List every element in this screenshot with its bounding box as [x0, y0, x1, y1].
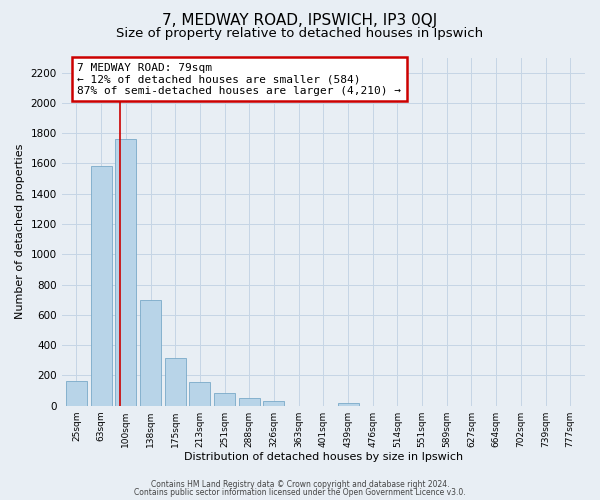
Bar — [214, 393, 235, 406]
Text: 7 MEDWAY ROAD: 79sqm
← 12% of detached houses are smaller (584)
87% of semi-deta: 7 MEDWAY ROAD: 79sqm ← 12% of detached h… — [77, 62, 401, 96]
Bar — [239, 398, 260, 406]
X-axis label: Distribution of detached houses by size in Ipswich: Distribution of detached houses by size … — [184, 452, 463, 462]
Y-axis label: Number of detached properties: Number of detached properties — [15, 144, 25, 320]
Bar — [338, 402, 359, 406]
Bar — [91, 166, 112, 406]
Text: Size of property relative to detached houses in Ipswich: Size of property relative to detached ho… — [116, 28, 484, 40]
Text: Contains HM Land Registry data © Crown copyright and database right 2024.: Contains HM Land Registry data © Crown c… — [151, 480, 449, 489]
Bar — [115, 140, 136, 406]
Bar — [190, 382, 211, 406]
Text: 7, MEDWAY ROAD, IPSWICH, IP3 0QJ: 7, MEDWAY ROAD, IPSWICH, IP3 0QJ — [163, 12, 437, 28]
Bar — [140, 300, 161, 406]
Bar — [165, 358, 186, 406]
Text: Contains public sector information licensed under the Open Government Licence v3: Contains public sector information licen… — [134, 488, 466, 497]
Bar — [66, 382, 87, 406]
Bar — [263, 401, 284, 406]
